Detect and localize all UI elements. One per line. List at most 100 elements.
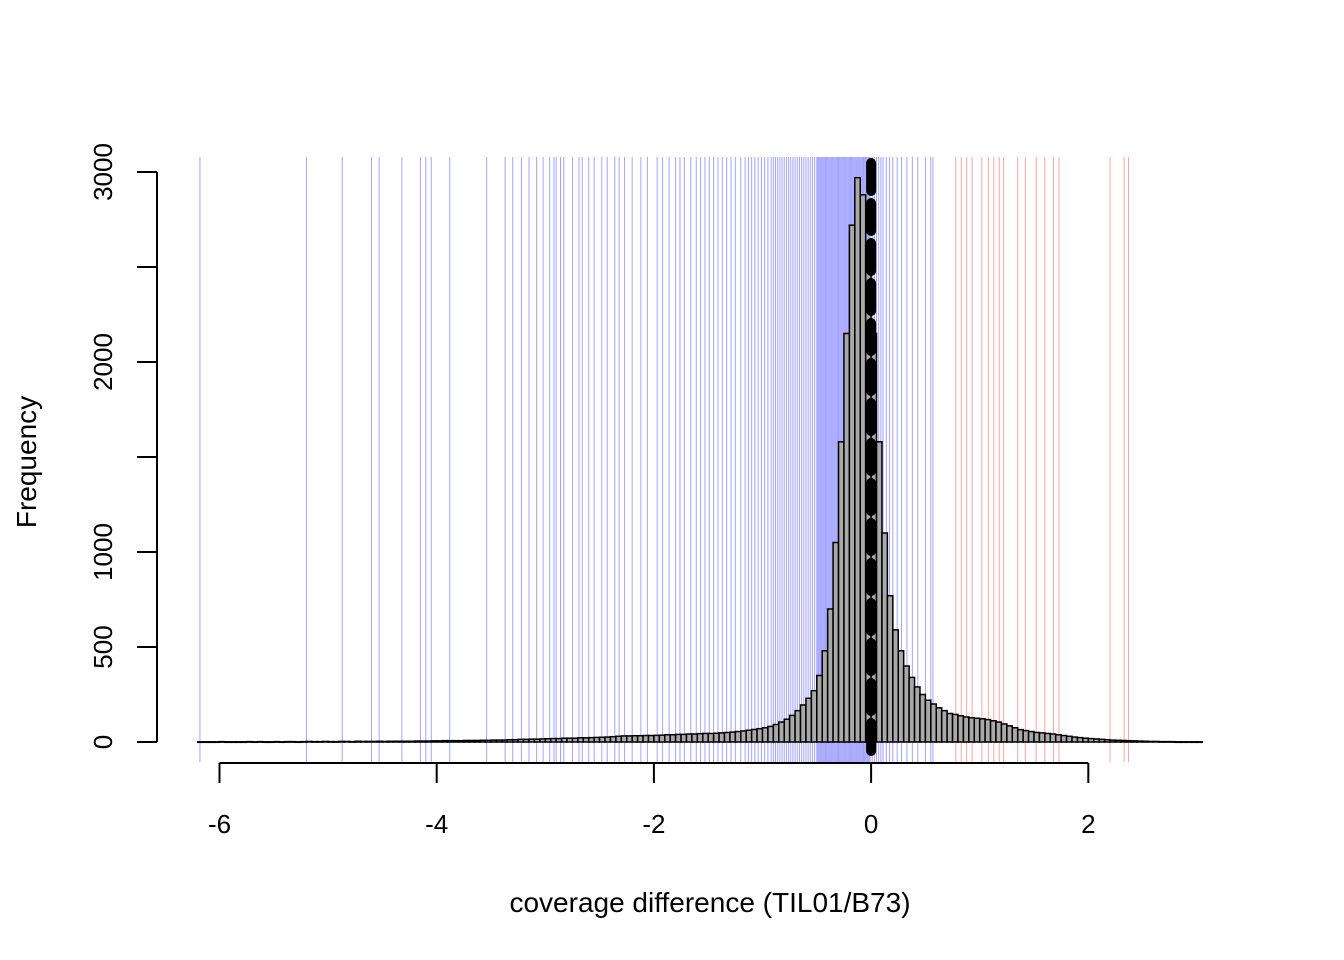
histogram-bar (1065, 735, 1073, 743)
histogram-bar (902, 665, 910, 743)
histogram-bar (267, 741, 275, 744)
histogram-bar (1158, 740, 1166, 743)
histogram-bar (397, 740, 405, 743)
histogram-bar (555, 737, 563, 743)
histogram-bar (989, 719, 997, 743)
histogram-bar (571, 737, 579, 743)
histogram-bar (511, 738, 519, 743)
histogram-bar (1076, 736, 1084, 743)
histogram-bar (892, 629, 900, 743)
histogram-bar (197, 741, 204, 744)
histogram-bar (1114, 739, 1122, 743)
histogram-bar (1082, 737, 1090, 743)
histogram-bar (1060, 734, 1068, 743)
histogram-bar (832, 541, 840, 743)
histogram-bar (490, 739, 498, 743)
histogram-bar (604, 736, 612, 743)
histogram-bar (1098, 738, 1106, 743)
histogram-bar (1169, 740, 1176, 743)
histogram-bar (680, 733, 688, 743)
histogram-bar (750, 728, 758, 743)
histogram-bar (696, 732, 704, 743)
histogram-bar (207, 741, 215, 744)
histogram-bar (289, 740, 297, 743)
histogram-bar (376, 740, 384, 743)
histogram-bar (664, 734, 671, 743)
histogram-bar (528, 738, 536, 743)
histogram-bar (946, 712, 954, 743)
histogram-bar (691, 733, 699, 743)
histogram-bar (1011, 727, 1019, 743)
histogram-bar (229, 741, 237, 744)
histogram-bar (435, 740, 443, 743)
histogram-bar (702, 732, 709, 743)
x-tick-label: 0 (864, 809, 878, 839)
histogram-bar (414, 740, 422, 743)
histogram-bar (501, 739, 509, 743)
x-tick-label: -6 (208, 809, 231, 839)
y-tick-label: 2000 (88, 333, 118, 391)
histogram-bar (549, 737, 557, 743)
histogram-bar (316, 740, 324, 743)
histogram-bar (370, 740, 378, 743)
histogram-bar (463, 739, 471, 743)
histogram-bar (283, 740, 291, 743)
histogram-bar (669, 734, 677, 743)
histogram-bar (653, 734, 661, 743)
histogram-bar (707, 732, 715, 743)
histogram-bar (506, 738, 514, 743)
histogram-bar (300, 740, 308, 743)
histogram-bar (658, 734, 666, 743)
histogram-bar (1022, 729, 1030, 743)
y-tick-label: 1000 (88, 523, 118, 581)
histogram-bar (957, 715, 965, 743)
histogram-bar (609, 735, 617, 743)
histogram-bar (1049, 733, 1057, 743)
histogram-bar (897, 650, 905, 743)
histogram-bar (305, 740, 313, 743)
histogram-bar (582, 737, 590, 743)
histogram-bar (479, 739, 487, 743)
histogram-bar (452, 739, 460, 743)
histogram-bar (1136, 740, 1144, 743)
histogram-bar (354, 740, 362, 743)
histogram-bar (539, 738, 547, 743)
histogram-bar (202, 741, 210, 744)
histogram-bar (392, 740, 400, 743)
histogram-bar (826, 608, 834, 743)
histogram-bar (473, 739, 481, 743)
histogram-bar (615, 735, 623, 743)
histogram-bar (685, 733, 693, 743)
histogram-bar (935, 707, 943, 743)
histogram-bar (245, 740, 253, 743)
histogram-bar (1130, 740, 1138, 743)
histogram-bar (365, 740, 373, 743)
histogram-bar (973, 717, 981, 743)
histogram-bar (1196, 741, 1204, 744)
histogram-bar (859, 194, 867, 743)
y-axis: 0 500 1000 2000 3000 (88, 143, 158, 749)
histogram-bar (1120, 739, 1128, 743)
histogram-bar (631, 734, 639, 743)
histogram-bar (1152, 740, 1160, 743)
histogram-bar (1141, 740, 1149, 743)
histogram-bar (881, 532, 889, 743)
histogram-bar (262, 741, 270, 744)
histogram-bar (636, 734, 644, 743)
histogram-bar (951, 713, 959, 743)
x-tick-label: -4 (425, 809, 448, 839)
histogram-bar (810, 689, 818, 743)
y-tick-label: 3000 (88, 143, 118, 201)
histogram-bar (577, 737, 585, 743)
histogram-bar (517, 738, 525, 743)
histogram-bar (854, 176, 861, 743)
histogram-bar (1179, 741, 1187, 744)
histogram-bar (745, 729, 753, 743)
histogram-bar (218, 740, 226, 743)
y-tick-label: 0 (88, 735, 118, 749)
histogram-bar (403, 740, 411, 743)
histogram-bar (256, 740, 264, 743)
histogram-bar (821, 650, 829, 743)
x-axis-label: coverage difference (TIL01/B73) (509, 887, 910, 918)
